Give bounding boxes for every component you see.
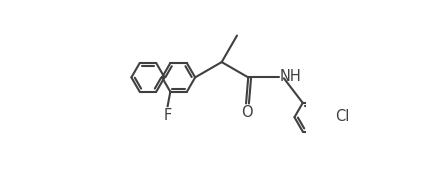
Text: O: O <box>241 105 252 120</box>
Text: Cl: Cl <box>335 109 349 124</box>
Text: NH: NH <box>280 69 302 84</box>
Text: F: F <box>163 108 172 123</box>
